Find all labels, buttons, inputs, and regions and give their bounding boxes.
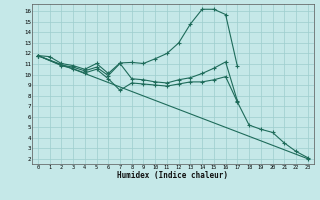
- X-axis label: Humidex (Indice chaleur): Humidex (Indice chaleur): [117, 171, 228, 180]
